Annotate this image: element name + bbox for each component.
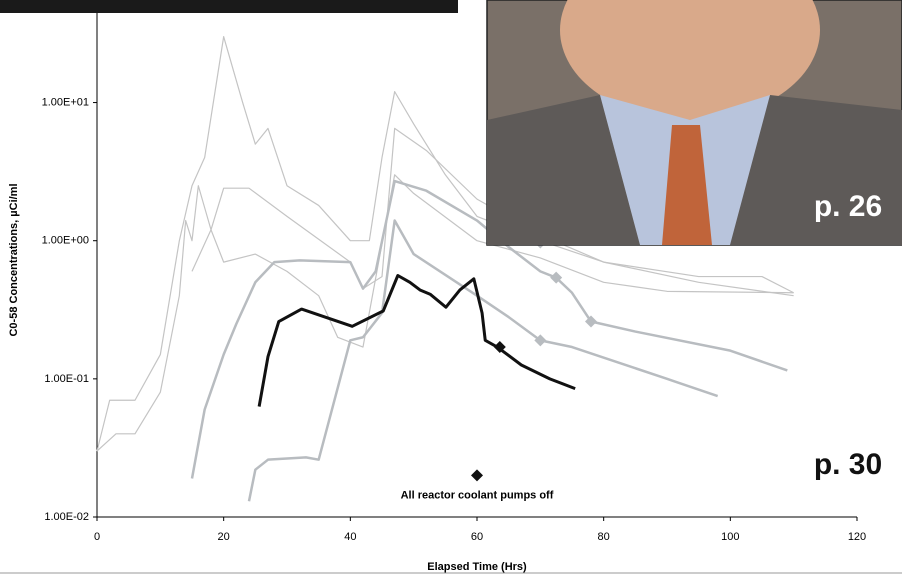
x-axis-title: Elapsed Time (Hrs) <box>427 561 527 573</box>
series-line <box>190 179 788 479</box>
x-tick-label: 120 <box>848 531 866 543</box>
photo-face <box>560 0 820 120</box>
y-tick-label: 1.00E+01 <box>42 96 89 108</box>
x-tick-label: 40 <box>344 531 356 543</box>
series-line <box>247 219 719 502</box>
photo-jacket <box>487 95 640 245</box>
x-tick-label: 60 <box>471 531 483 543</box>
photo-tie <box>662 125 712 245</box>
plot: 1.00E-02 1.00E-01 1.00E+00 1.00E+01 0 20 40 60 8… <box>8 0 866 573</box>
photo: p. 26 <box>486 0 902 246</box>
y-axis-title: C0-58 Concentrations, µCi/ml <box>8 183 20 336</box>
y-tick-label: 1.00E-01 <box>44 373 89 385</box>
x-tick-label: 100 <box>721 531 739 543</box>
marker <box>534 334 547 347</box>
x-tick-label: 80 <box>598 531 610 543</box>
page-label: p. 26 <box>814 190 882 223</box>
y-tick-label: 1.00E+00 <box>42 235 89 247</box>
y-tick-label: 1.00E-02 <box>44 511 89 523</box>
marker <box>493 341 506 354</box>
page-label: p. 30 <box>814 448 882 481</box>
marker <box>585 315 597 328</box>
photo-jacket <box>720 95 902 245</box>
image-edge <box>0 0 458 13</box>
x-tick-label: 0 <box>94 531 100 543</box>
x-tick-label: 20 <box>218 531 230 543</box>
marker <box>550 271 563 284</box>
series-line <box>191 174 794 348</box>
annotation: All reactor coolant pumps off <box>401 489 554 501</box>
annotation-marker <box>471 469 483 482</box>
